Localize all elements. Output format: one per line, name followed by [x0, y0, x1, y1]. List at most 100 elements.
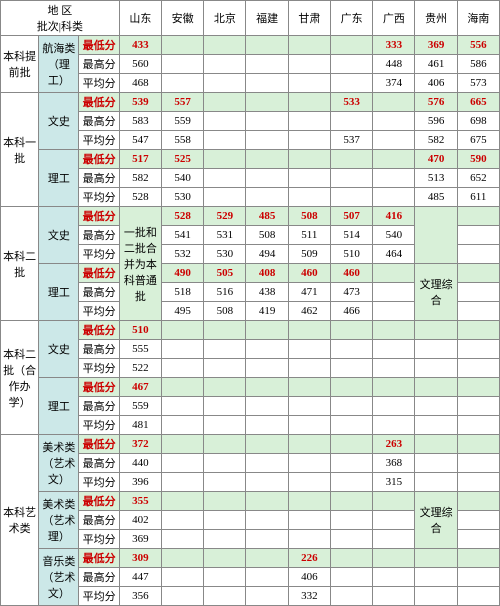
score-cell: 532 — [161, 245, 203, 264]
score-cell — [415, 321, 457, 340]
score-cell: 440 — [119, 454, 161, 473]
score-cell — [373, 169, 415, 188]
score-cell — [246, 587, 288, 606]
score-cell — [161, 416, 203, 435]
score-cell — [246, 359, 288, 378]
score-cell — [457, 473, 499, 492]
header-province: 甘肃 — [288, 1, 330, 36]
score-cell — [204, 435, 246, 454]
score-cell — [161, 454, 203, 473]
score-cell — [246, 492, 288, 511]
score-cell — [415, 340, 457, 359]
score-cell: 665 — [457, 93, 499, 112]
batch-label: 本科艺术类 — [1, 435, 39, 606]
score-cell — [288, 492, 330, 511]
header-province: 广东 — [330, 1, 372, 36]
score-type-label: 最高分 — [79, 226, 119, 245]
score-cell — [288, 150, 330, 169]
score-cell — [373, 378, 415, 397]
score-cell: 263 — [373, 435, 415, 454]
score-cell — [373, 283, 415, 302]
score-cell: 510 — [330, 245, 372, 264]
score-cell — [288, 55, 330, 74]
score-cell — [330, 530, 372, 549]
score-cell — [204, 397, 246, 416]
score-cell: 369 — [119, 530, 161, 549]
score-cell — [330, 55, 372, 74]
score-cell — [161, 378, 203, 397]
score-cell — [415, 359, 457, 378]
score-cell — [246, 150, 288, 169]
score-cell — [330, 549, 372, 568]
score-cell: 513 — [415, 169, 457, 188]
score-cell — [373, 302, 415, 321]
score-cell: 573 — [457, 74, 499, 93]
score-cell — [330, 36, 372, 55]
score-type-label: 平均分 — [79, 416, 119, 435]
score-type-label: 平均分 — [79, 587, 119, 606]
score-cell: 509 — [288, 245, 330, 264]
score-cell: 464 — [373, 245, 415, 264]
score-cell — [457, 435, 499, 454]
score-cell — [330, 359, 372, 378]
score-cell — [457, 378, 499, 397]
score-cell: 309 — [119, 549, 161, 568]
score-cell — [373, 188, 415, 207]
score-cell: 698 — [457, 112, 499, 131]
score-cell: 528 — [161, 207, 203, 226]
category-label: 文史 — [39, 321, 79, 378]
score-cell — [288, 112, 330, 131]
score-type-label: 最高分 — [79, 568, 119, 587]
score-cell — [246, 530, 288, 549]
score-cell: 511 — [288, 226, 330, 245]
category-label: 美术类（艺术文） — [39, 435, 79, 492]
score-cell: 374 — [373, 74, 415, 93]
score-cell — [457, 264, 499, 283]
score-cell — [288, 169, 330, 188]
score-type-label: 平均分 — [79, 302, 119, 321]
score-cell — [204, 321, 246, 340]
score-cell — [161, 587, 203, 606]
score-cell: 315 — [373, 473, 415, 492]
score-type-label: 最低分 — [79, 492, 119, 511]
score-cell — [373, 397, 415, 416]
score-cell: 675 — [457, 131, 499, 150]
score-cell — [204, 568, 246, 587]
score-cell — [457, 454, 499, 473]
score-type-label: 平均分 — [79, 188, 119, 207]
score-cell — [204, 473, 246, 492]
score-cell — [288, 74, 330, 93]
merge-note-guizhou: 文理综合 — [415, 264, 457, 321]
score-cell: 460 — [330, 264, 372, 283]
header-region: 地 区批次|科类 — [1, 1, 120, 36]
score-cell — [161, 568, 203, 587]
score-type-label: 最低分 — [79, 93, 119, 112]
score-type-label: 最高分 — [79, 511, 119, 530]
score-cell: 461 — [415, 55, 457, 74]
score-cell — [415, 568, 457, 587]
category-label: 美术类（艺术理） — [39, 492, 79, 549]
score-cell: 611 — [457, 188, 499, 207]
score-cell — [288, 435, 330, 454]
score-type-label: 最低分 — [79, 321, 119, 340]
score-cell — [415, 397, 457, 416]
score-cell: 559 — [119, 397, 161, 416]
batch-label: 本科二批 — [1, 207, 39, 321]
score-cell: 540 — [373, 226, 415, 245]
score-cell — [457, 587, 499, 606]
score-cell — [330, 112, 372, 131]
score-cell — [204, 93, 246, 112]
score-cell — [373, 587, 415, 606]
score-cell: 531 — [204, 226, 246, 245]
header-province: 安徽 — [161, 1, 203, 36]
score-cell — [457, 511, 499, 530]
score-cell — [373, 340, 415, 359]
score-cell — [204, 74, 246, 93]
score-cell: 438 — [246, 283, 288, 302]
score-cell — [288, 378, 330, 397]
score-cell — [161, 55, 203, 74]
score-cell — [246, 321, 288, 340]
batch-label: 本科一批 — [1, 93, 39, 207]
score-cell: 529 — [204, 207, 246, 226]
score-cell — [161, 530, 203, 549]
